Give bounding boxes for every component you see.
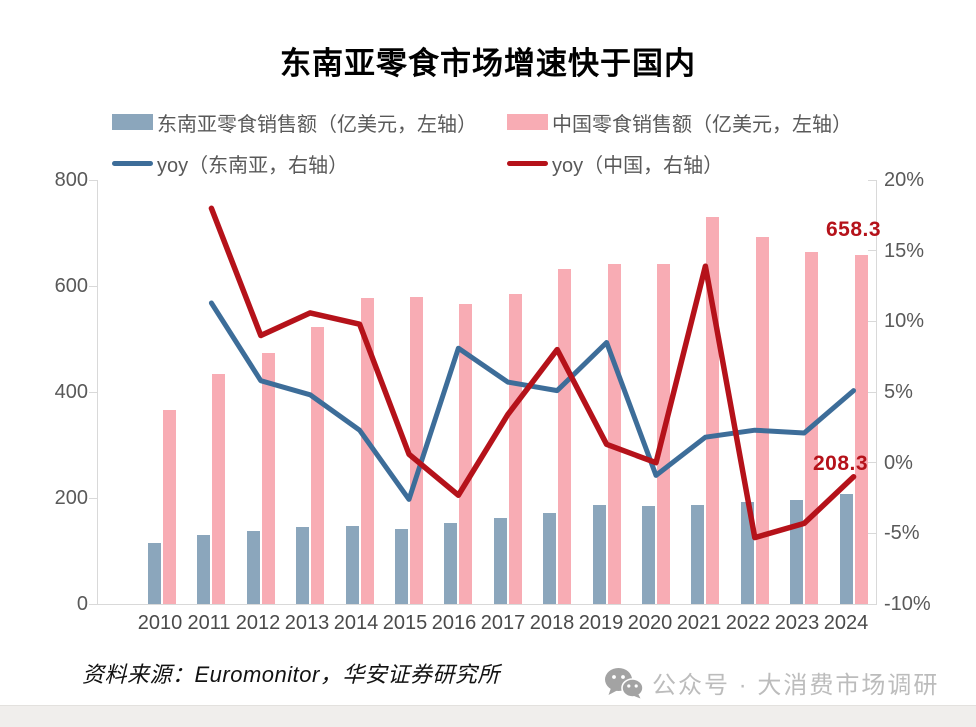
right-axis-tick bbox=[868, 603, 876, 605]
x-axis-label-2011: 2011 bbox=[187, 612, 231, 634]
sea-sales-bar-2015 bbox=[395, 529, 408, 604]
china-sales-bar-2011 bbox=[212, 373, 226, 604]
right-axis-tick bbox=[868, 179, 876, 181]
data-label-sea-2024: 208.3 bbox=[813, 452, 869, 475]
left-axis: 0 200 400 600 800 bbox=[34, 169, 88, 615]
left-axis-tick-label: 200 bbox=[54, 487, 88, 509]
x-axis-label-2018: 2018 bbox=[529, 612, 575, 634]
left-axis-tick-label: 400 bbox=[54, 381, 88, 403]
x-axis-label-2020: 2020 bbox=[627, 612, 673, 634]
legend-item-china-yoy: yoy（中国，右轴） bbox=[507, 150, 724, 177]
right-axis: -10% -5% 0% 5% 10% 15% 20% bbox=[884, 169, 968, 615]
sea-sales-bar-2013 bbox=[296, 527, 310, 604]
plot-area bbox=[89, 179, 877, 605]
bottom-band bbox=[0, 705, 976, 727]
watermark: 公众号 · 大消费市场调研 bbox=[604, 665, 939, 700]
legend-item-sea-sales: 东南亚零食销售额（亿美元，左轴） bbox=[112, 109, 477, 136]
sea-yoy-line bbox=[208, 300, 857, 502]
left-axis-tick bbox=[89, 179, 97, 181]
left-axis-tick bbox=[89, 285, 97, 287]
sea-sales-bar-2024 bbox=[839, 493, 853, 604]
x-axis-label-2015: 2015 bbox=[382, 612, 428, 634]
wechat-icon bbox=[605, 667, 644, 698]
x-axis-label-2021: 2021 bbox=[676, 612, 722, 634]
sea-sales-bar-2012 bbox=[246, 530, 260, 604]
yoy-lines-layer bbox=[208, 205, 857, 541]
sea-sales-bar-2021 bbox=[691, 504, 705, 604]
right-axis-tick bbox=[868, 532, 876, 534]
china-sales-bar-2017 bbox=[508, 293, 522, 604]
china-sales-bar-2024 bbox=[854, 255, 868, 604]
legend-label-sea-yoy: yoy（东南亚，右轴） bbox=[157, 154, 349, 177]
sea-sales-bar-2010 bbox=[148, 542, 161, 604]
right-axis-tick-label: 5% bbox=[884, 381, 913, 403]
left-axis-tick-label: 800 bbox=[54, 169, 88, 191]
x-axis-label-2013: 2013 bbox=[284, 612, 330, 634]
left-axis-tick-label: 600 bbox=[54, 275, 88, 297]
right-axis-tick-label: 20% bbox=[884, 169, 925, 191]
china-sales-bar-2010 bbox=[163, 409, 176, 604]
left-axis-tick bbox=[89, 603, 97, 605]
x-axis-label-2019: 2019 bbox=[578, 612, 624, 634]
right-axis-tick bbox=[868, 391, 876, 393]
right-axis-tick bbox=[868, 320, 876, 322]
legend-label-china-yoy: yoy（中国，右轴） bbox=[552, 154, 724, 177]
data-label-china-2024: 658.3 bbox=[826, 218, 882, 241]
sea-sales-bar-2018 bbox=[543, 513, 557, 604]
right-axis-tick-label: 15% bbox=[884, 239, 925, 262]
china-sales-bar-2022 bbox=[755, 236, 769, 604]
chart-title: 东南亚零食市场增速快于国内 bbox=[280, 46, 696, 81]
x-axis-label-2014: 2014 bbox=[333, 612, 379, 634]
right-axis-tick-label: -5% bbox=[884, 522, 920, 545]
sea-sales-bar-2014 bbox=[345, 526, 359, 604]
china-sales-bar-2016 bbox=[459, 303, 473, 604]
x-axis: 2010 2011 2012 2013 2014 2015 2016 2017 2018 2019… bbox=[0, 612, 976, 638]
sea-sales-bar-2016 bbox=[444, 522, 458, 604]
legend-swatch-china-sales bbox=[507, 114, 548, 130]
china-sales-bar-2014 bbox=[360, 297, 374, 604]
sea-sales-bar-2017 bbox=[493, 517, 507, 604]
legend-item-sea-yoy: yoy（东南亚，右轴） bbox=[112, 150, 349, 177]
legend-swatch-sea-yoy bbox=[112, 160, 153, 166]
left-axis-tick bbox=[89, 391, 97, 393]
watermark-text: 公众号 · 大消费市场调研 bbox=[652, 672, 940, 699]
china-yoy-line bbox=[208, 205, 857, 541]
x-axis-label-2024: 2024 bbox=[823, 612, 869, 634]
x-axis-label-2016: 2016 bbox=[431, 612, 477, 634]
china-sales-bar-2015 bbox=[410, 296, 423, 604]
sea-sales-bar-2019 bbox=[592, 504, 606, 604]
sea-sales-bar-2020 bbox=[642, 506, 655, 604]
legend-label-china-sales: 中国零食销售额（亿美元，左轴） bbox=[552, 113, 852, 136]
right-axis-tick bbox=[868, 462, 876, 464]
x-axis-label-2012: 2012 bbox=[235, 612, 281, 634]
right-axis-tick-label: 0% bbox=[884, 451, 913, 474]
x-axis-label-2017: 2017 bbox=[480, 612, 526, 634]
legend-label-sea-sales: 东南亚零食销售额（亿美元，左轴） bbox=[157, 113, 477, 136]
legend-swatch-china-yoy bbox=[507, 160, 548, 166]
right-axis-tick-label: -10% bbox=[884, 593, 931, 615]
left-axis-tick-label: 0 bbox=[76, 593, 88, 615]
right-axis-tick bbox=[868, 250, 876, 252]
sea-sales-bar-2011 bbox=[197, 535, 211, 604]
x-axis-label-2010: 2010 bbox=[137, 612, 183, 634]
china-sales-bar-2012 bbox=[261, 353, 275, 604]
left-axis-tick bbox=[89, 497, 97, 499]
x-axis-label-2022: 2022 bbox=[725, 612, 771, 634]
right-axis-tick-label: 10% bbox=[884, 310, 925, 333]
source-note: 资料来源：Euromonitor，华安证券研究所 bbox=[82, 662, 500, 687]
legend-swatch-sea-sales bbox=[112, 114, 153, 130]
x-axis-label-2023: 2023 bbox=[774, 612, 820, 634]
legend-item-china-sales: 中国零食销售额（亿美元，左轴） bbox=[507, 109, 852, 136]
